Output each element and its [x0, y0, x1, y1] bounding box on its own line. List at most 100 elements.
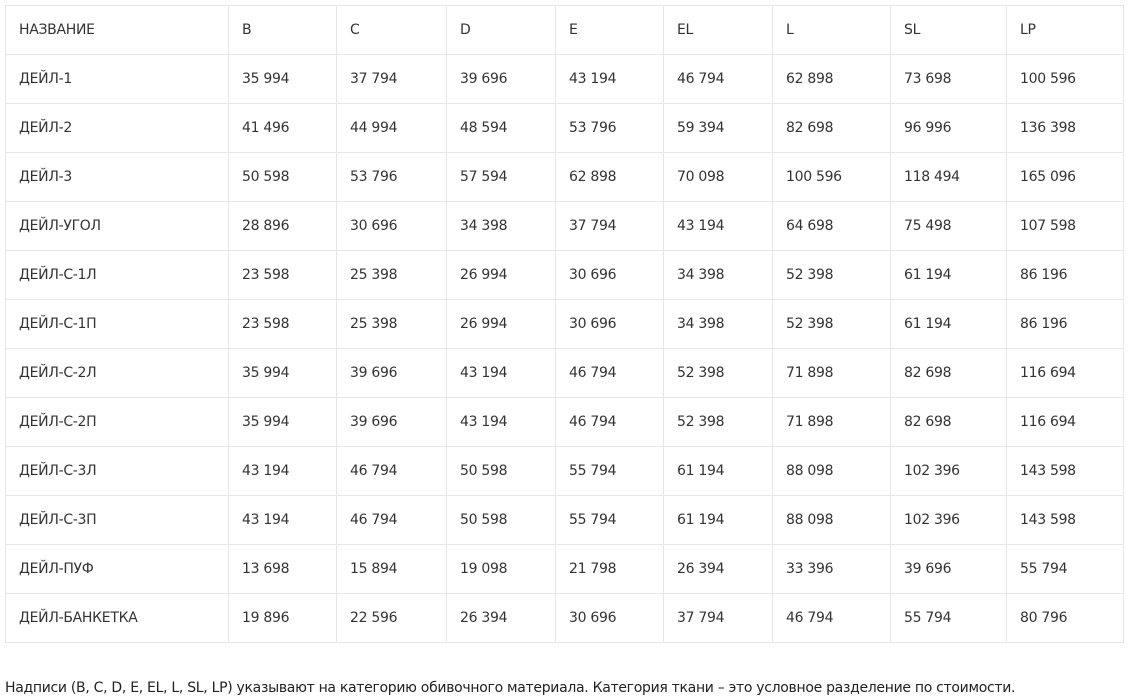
- price-cell: 41 496: [228, 103, 337, 153]
- price-cell: 71 898: [772, 348, 891, 398]
- price-cell: 25 398: [336, 299, 447, 349]
- price-cell: 61 194: [663, 495, 773, 545]
- price-cell: 35 994: [228, 54, 337, 104]
- price-cell: 55 794: [890, 593, 1007, 643]
- price-cell: 102 396: [890, 495, 1007, 545]
- price-cell: 59 394: [663, 103, 773, 153]
- price-cell: 57 594: [446, 152, 556, 202]
- table-row: ДЕЙЛ-БАНКЕТКА 19 896 22 596 26 394 30 696 37 …: [5, 593, 1124, 643]
- name-cell: ДЕЙЛ-С-3П: [5, 495, 229, 545]
- price-cell: 61 194: [663, 446, 773, 496]
- price-cell: 96 996: [890, 103, 1007, 153]
- price-cell: 64 698: [772, 201, 891, 251]
- price-cell: 43 194: [228, 446, 337, 496]
- price-cell: 25 398: [336, 250, 447, 300]
- price-cell: 100 596: [1006, 54, 1124, 104]
- table-row: ДЕЙЛ-3 50 598 53 796 57 594 62 898 70 098 100 …: [5, 152, 1124, 202]
- name-cell: ДЕЙЛ-1: [5, 54, 229, 104]
- price-cell: 39 696: [890, 544, 1007, 594]
- price-cell: 50 598: [446, 495, 556, 545]
- price-cell: 43 194: [446, 348, 556, 398]
- price-table: НАЗВАНИЕ B C D E EL L SL LP ДЕЙЛ-1 35 994 37 794 39 …: [5, 5, 1124, 643]
- price-cell: 143 598: [1006, 446, 1124, 496]
- price-cell: 35 994: [228, 397, 337, 447]
- price-cell: 61 194: [890, 299, 1007, 349]
- price-cell: 46 794: [663, 54, 773, 104]
- table-row: ДЕЙЛ-ПУФ 13 698 15 894 19 098 21 798 26 394 33…: [5, 544, 1124, 594]
- footnote: Надписи (B, C, D, E, EL, L, SL, LP) указ…: [5, 680, 1016, 696]
- price-cell: 143 598: [1006, 495, 1124, 545]
- price-cell: 44 994: [336, 103, 447, 153]
- price-cell: 46 794: [336, 495, 447, 545]
- price-cell: 23 598: [228, 299, 337, 349]
- price-cell: 116 694: [1006, 397, 1124, 447]
- price-cell: 26 994: [446, 299, 556, 349]
- name-cell: ДЕЙЛ-С-1П: [5, 299, 229, 349]
- price-cell: D: [446, 5, 556, 55]
- table-row: ДЕЙЛ-С-3Л 43 194 46 794 50 598 55 794 61 194 8…: [5, 446, 1124, 496]
- price-cell: 43 194: [555, 54, 664, 104]
- name-cell: ДЕЙЛ-БАНКЕТКА: [5, 593, 229, 643]
- price-cell: 21 798: [555, 544, 664, 594]
- price-cell: 86 196: [1006, 250, 1124, 300]
- price-cell: 82 698: [772, 103, 891, 153]
- price-cell: 86 196: [1006, 299, 1124, 349]
- price-cell: 19 896: [228, 593, 337, 643]
- price-cell: 100 596: [772, 152, 891, 202]
- price-cell: B: [228, 5, 337, 55]
- price-cell: 13 698: [228, 544, 337, 594]
- price-cell: 53 796: [555, 103, 664, 153]
- price-cell: 48 594: [446, 103, 556, 153]
- price-cell: 22 596: [336, 593, 447, 643]
- price-cell: 37 794: [555, 201, 664, 251]
- table-row: ДЕЙЛ-С-3П 43 194 46 794 50 598 55 794 61 194 8…: [5, 495, 1124, 545]
- name-cell: НАЗВАНИЕ: [5, 5, 229, 55]
- price-cell: 102 396: [890, 446, 1007, 496]
- price-cell: 30 696: [336, 201, 447, 251]
- name-cell: ДЕЙЛ-3: [5, 152, 229, 202]
- price-cell: 82 698: [890, 397, 1007, 447]
- price-cell: 53 796: [336, 152, 447, 202]
- price-cell: 80 796: [1006, 593, 1124, 643]
- price-cell: 52 398: [772, 299, 891, 349]
- price-cell: 19 098: [446, 544, 556, 594]
- header-row: НАЗВАНИЕ B C D E EL L SL LP: [5, 5, 1124, 55]
- price-cell: 71 898: [772, 397, 891, 447]
- name-cell: ДЕЙЛ-С-2П: [5, 397, 229, 447]
- price-cell: 15 894: [336, 544, 447, 594]
- price-cell: 165 096: [1006, 152, 1124, 202]
- price-cell: 35 994: [228, 348, 337, 398]
- table-row: ДЕЙЛ-2 41 496 44 994 48 594 53 796 59 394 82 6…: [5, 103, 1124, 153]
- price-cell: L: [772, 5, 891, 55]
- price-cell: C: [336, 5, 447, 55]
- price-cell: 26 394: [446, 593, 556, 643]
- table-row: ДЕЙЛ-1 35 994 37 794 39 696 43 194 46 794 62 8…: [5, 54, 1124, 104]
- price-cell: 23 598: [228, 250, 337, 300]
- name-cell: ДЕЙЛ-С-3Л: [5, 446, 229, 496]
- price-cell: 82 698: [890, 348, 1007, 398]
- price-cell: 52 398: [772, 250, 891, 300]
- price-cell: 34 398: [663, 299, 773, 349]
- price-cell: 88 098: [772, 446, 891, 496]
- price-cell: 43 194: [228, 495, 337, 545]
- name-cell: ДЕЙЛ-С-2Л: [5, 348, 229, 398]
- price-cell: 50 598: [228, 152, 337, 202]
- price-cell: SL: [890, 5, 1007, 55]
- price-cell: 26 994: [446, 250, 556, 300]
- price-cell: LP: [1006, 5, 1124, 55]
- price-cell: 43 194: [663, 201, 773, 251]
- price-cell: 73 698: [890, 54, 1007, 104]
- price-cell: 46 794: [336, 446, 447, 496]
- table-row: ДЕЙЛ-С-2П 35 994 39 696 43 194 46 794 52 398 7…: [5, 397, 1124, 447]
- price-cell: 75 498: [890, 201, 1007, 251]
- table-row: ДЕЙЛ-УГОЛ 28 896 30 696 34 398 37 794 43 194 6…: [5, 201, 1124, 251]
- price-cell: 46 794: [555, 397, 664, 447]
- price-cell: 43 194: [446, 397, 556, 447]
- price-cell: 55 794: [1006, 544, 1124, 594]
- price-cell: 136 398: [1006, 103, 1124, 153]
- price-cell: 30 696: [555, 250, 664, 300]
- price-cell: 55 794: [555, 495, 664, 545]
- price-cell: 118 494: [890, 152, 1007, 202]
